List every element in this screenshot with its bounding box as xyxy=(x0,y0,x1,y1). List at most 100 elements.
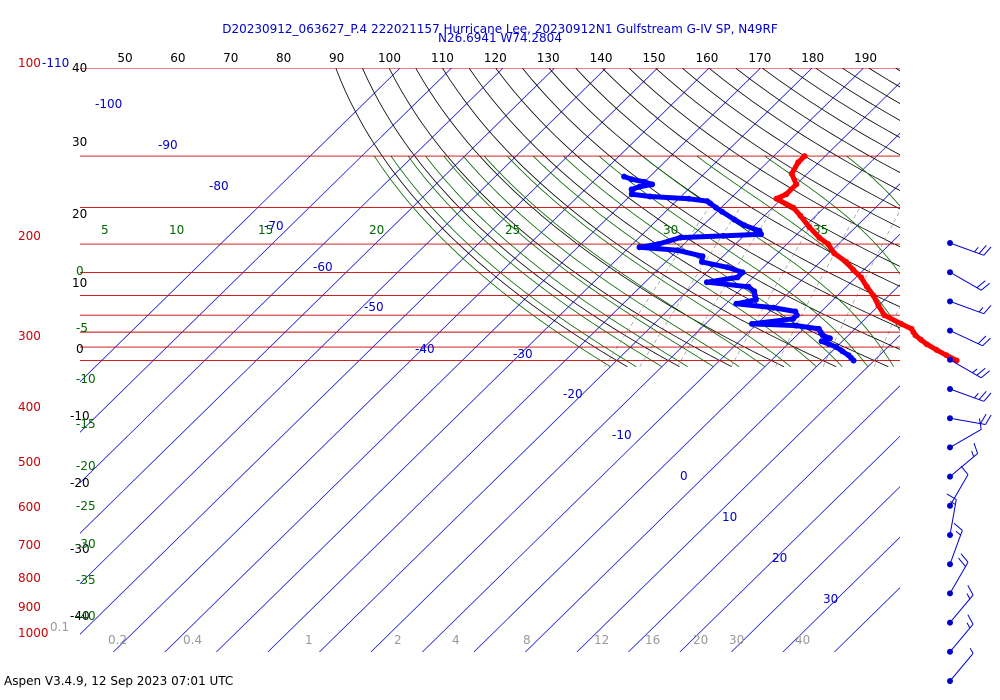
isotherm-label: -30 xyxy=(513,347,533,361)
dewpoint-profile-point xyxy=(731,216,738,223)
pressure-label: 500 xyxy=(18,455,41,469)
dewpoint-profile-point xyxy=(674,247,681,254)
isotherm-line xyxy=(267,68,864,652)
wind-barb-flag xyxy=(983,246,992,256)
wind-barb-staff xyxy=(949,474,969,507)
wind-barbs xyxy=(946,240,992,684)
wind-barb-flag xyxy=(978,390,987,400)
top-tick-label: 170 xyxy=(748,51,771,65)
wind-barb-staff xyxy=(949,428,982,448)
mixing-ratio-label: 8 xyxy=(523,633,531,647)
wind-barb-flag xyxy=(967,585,974,596)
sounding-profiles xyxy=(621,153,960,364)
dewpoint-profile-point xyxy=(733,300,740,307)
pressure-label: 900 xyxy=(18,600,41,614)
isotherm-line xyxy=(80,68,401,383)
temperature-profile-point xyxy=(943,352,950,359)
wind-barb-flag xyxy=(971,450,975,457)
dewpoint-profile-point xyxy=(745,283,752,290)
dewpoint-profile-point xyxy=(826,335,833,342)
top-tick-label: 80 xyxy=(276,51,291,65)
top-tick-label: 90 xyxy=(329,51,344,65)
wind-barb-flag xyxy=(955,530,961,536)
adiabat-top-label: 5 xyxy=(101,223,109,237)
top-tick-label: 180 xyxy=(801,51,824,65)
dewpoint-profile-point xyxy=(770,304,777,311)
temperature-profile-point xyxy=(933,346,940,353)
top-tick-label: 130 xyxy=(537,51,560,65)
isotherm-label: -10 xyxy=(612,428,632,442)
pressure-top-suffix: -110 xyxy=(42,56,69,70)
temperature-profile-point xyxy=(875,302,882,309)
moist-adiabat-line xyxy=(563,155,843,367)
wind-barb-flag xyxy=(967,614,974,625)
mixing-ratio-line xyxy=(906,208,973,367)
moist-adiabat-line xyxy=(846,155,900,207)
dewpoint-profile-point xyxy=(793,322,800,329)
pressure-label: 100 xyxy=(18,56,41,70)
pressure-label: 600 xyxy=(18,500,41,514)
dewpoint-profile-point xyxy=(720,232,727,239)
wind-barb-staff xyxy=(949,271,982,291)
temperature-profile-point xyxy=(806,224,813,231)
mixing-ratio-line xyxy=(677,207,774,367)
isotherm-line xyxy=(80,68,504,484)
mixing-ratio-line xyxy=(948,208,1000,367)
isotherm-label: 20 xyxy=(772,551,787,565)
mixing-ratio-label: 0.1 xyxy=(50,620,69,634)
dry-adiabat-line xyxy=(575,68,900,287)
height-label: -30 xyxy=(70,542,90,556)
adiabat-left-label: -35 xyxy=(76,573,96,587)
dewpoint-profile-point xyxy=(621,173,628,180)
temperature-profile-point xyxy=(793,181,800,188)
dewpoint-profile-point xyxy=(826,341,832,348)
isotherm-label: -90 xyxy=(158,138,178,152)
chart-title-line1: D20230912_063627_P.4 222021157 Hurricane… xyxy=(222,22,778,36)
dewpoint-profile-point xyxy=(724,264,731,271)
software-footer: Aspen V3.4.9, 12 Sep 2023 07:01 UTC xyxy=(4,674,234,688)
adiabat-left-label: -20 xyxy=(76,459,96,473)
temperature-profile-point xyxy=(912,332,919,339)
dewpoint-profile-point xyxy=(790,315,797,322)
wind-barb-staff xyxy=(949,417,986,425)
mixing-ratio-line xyxy=(730,207,822,367)
isotherm-line xyxy=(80,68,607,585)
temperature-profile-point xyxy=(898,320,905,327)
height-label: 20 xyxy=(72,207,87,221)
grid-lines xyxy=(80,68,1000,652)
dewpoint-profile-point xyxy=(741,222,748,229)
mixing-ratio-line xyxy=(639,207,741,367)
wind-barb-flag xyxy=(980,413,987,424)
height-label: 30 xyxy=(72,135,87,149)
pressure-label: 200 xyxy=(18,229,41,243)
temperature-profile-point xyxy=(870,292,877,299)
height-label: 10 xyxy=(72,276,87,290)
adiabat-left-label: -30 xyxy=(76,537,96,551)
pressure-label: 300 xyxy=(18,329,41,343)
isotherm-line xyxy=(679,435,900,652)
dewpoint-profile-point xyxy=(649,181,656,188)
dewpoint-profile-point xyxy=(636,244,643,251)
dewpoint-profile-point xyxy=(850,357,857,364)
wind-barb-staff xyxy=(949,653,974,682)
dewpoint-profile-point xyxy=(636,183,643,190)
dry-adiabat-line xyxy=(335,68,628,368)
dewpoint-profile-point xyxy=(752,296,759,303)
mixing-ratio-label: 40 xyxy=(795,633,810,647)
wind-barb-flag xyxy=(972,368,978,374)
wind-barb-staff xyxy=(949,359,982,379)
wind-barb-flag xyxy=(949,500,956,505)
wind-barb-flag xyxy=(966,622,971,629)
mixing-ratio-line xyxy=(604,207,710,367)
isotherm-label: -100 xyxy=(95,97,122,111)
wind-barb-flag xyxy=(958,557,966,567)
wind-barb-staff xyxy=(949,300,984,315)
dewpoint-profile-point xyxy=(655,241,662,248)
top-tick-label: 140 xyxy=(590,51,613,65)
isotherm-line xyxy=(628,385,900,652)
mixing-ratio-label: 30 xyxy=(729,633,744,647)
dry-adiabat-line xyxy=(976,68,1000,367)
top-tick-label: 60 xyxy=(170,51,185,65)
wind-barb-flag xyxy=(978,418,982,430)
